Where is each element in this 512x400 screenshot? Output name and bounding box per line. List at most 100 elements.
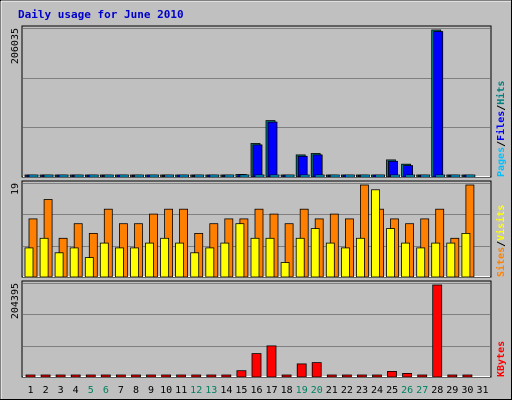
bar-visits-day-27 [416,247,426,278]
bar-visits-day-10 [160,237,170,278]
x-tick-label: 20 [311,385,323,396]
bar-visits-day-5 [84,257,94,278]
bar-visits-day-19 [295,237,305,278]
legend-item-hits: Hits [495,81,507,105]
legend-item-files: Files [495,111,507,141]
bar-kbytes-day-23 [356,374,367,378]
bar-pages-day-9 [149,174,159,178]
legend-separator: / [496,141,507,147]
bar-pages-day-7 [119,174,129,178]
bar-visits-day-2 [39,237,49,278]
bar-pages-day-23 [359,174,370,178]
bar-files-day-17 [267,121,278,178]
chart-panels: 206035 19 204395 [10,25,492,378]
x-tick-label: 22 [341,385,353,396]
bar-kbytes-day-1 [25,374,36,378]
x-tick-label: 5 [88,385,94,396]
bar-visits-day-23 [355,237,365,278]
bar-pages-day-21 [329,174,340,178]
bar-pages-day-8 [134,174,144,178]
bar-pages-day-6 [103,174,114,178]
x-tick-label: 6 [103,385,109,396]
bar-files-day-19 [297,155,308,178]
bar-kbytes-day-17 [266,345,277,378]
bar-kbytes-day-21 [326,374,337,378]
bar-visits-day-29 [446,242,456,278]
x-tick-label: 1 [27,385,33,396]
chart-title: Daily usage for June 2010 [18,8,184,21]
x-tick-label: 27 [416,385,428,396]
bar-kbytes-day-27 [417,374,428,378]
bar-kbytes-day-9 [146,374,156,378]
bar-visits-day-16 [250,237,260,278]
bar-kbytes-day-18 [281,374,292,378]
y-max-label: 206035 [10,28,21,64]
x-tick-label: 14 [220,385,232,396]
bar-kbytes-day-24 [372,374,382,378]
bar-pages-day-19 [299,174,310,178]
bar-kbytes-day-26 [402,372,413,378]
bar-visits-day-22 [340,247,350,278]
bar-visits-day-1 [24,247,34,278]
x-tick-label: 13 [205,385,217,396]
bar-kbytes-day-8 [131,374,141,378]
bar-pages-day-28 [435,174,446,178]
bar-pages-day-20 [314,174,325,178]
bar-visits-day-15 [235,223,245,278]
bar-kbytes-day-14 [221,374,232,378]
bar-pages-day-24 [375,174,385,178]
x-tick-label: 24 [371,385,383,396]
bar-visits-day-4 [69,247,79,278]
bar-visits-day-13 [205,247,215,278]
bar-kbytes-day-30 [462,374,473,378]
bar-pages-day-30 [465,174,476,178]
bar-pages-day-13 [209,174,220,178]
legend-item-visits: Visits [495,205,507,241]
bar-pages-day-11 [179,174,190,178]
x-tick-label: 25 [386,385,398,396]
x-tick-label: 26 [401,385,413,396]
bar-kbytes-day-20 [311,362,322,378]
x-tick-label: 18 [281,385,293,396]
x-tick-label: 7 [118,385,124,396]
bar-kbytes-day-6 [100,374,111,378]
bar-visits-day-26 [401,242,411,278]
bar-kbytes-day-10 [161,374,172,378]
bar-kbytes-day-25 [387,370,397,378]
bar-pages-day-14 [224,174,235,178]
x-tick-label: 16 [250,385,262,396]
legend-item-kbytes: KBytes [496,341,507,377]
bar-visits-day-20 [310,228,320,278]
legend-item-pages: Pages [496,147,507,177]
bar-pages-day-16 [254,174,265,178]
panel-kbytes: 204395 [10,280,492,378]
panel-visits-sites: 19 [10,180,492,278]
bar-pages-day-12 [194,174,205,178]
bar-pages-day-1 [28,174,39,178]
bar-pages-day-22 [344,174,355,178]
panel-hits-files-pages: 206035 [10,25,492,178]
bar-kbytes-day-4 [70,374,81,378]
x-tick-label: 3 [58,385,64,396]
legend-item-sites: Sites [495,247,507,277]
bar-visits-day-3 [54,252,64,278]
bar-kbytes-day-12 [191,374,202,378]
bar-pages-day-2 [43,174,54,178]
bar-pages-day-18 [284,174,295,178]
bar-pages-day-17 [269,174,280,178]
bar-visits-day-24 [371,189,380,278]
bar-visits-day-25 [386,228,395,278]
bar-files-day-28 [433,31,444,178]
bar-kbytes-day-16 [251,353,262,378]
bar-pages-day-27 [420,174,431,178]
bar-visits-day-6 [99,242,109,278]
bar-kbytes-day-15 [236,370,247,378]
x-tick-label: 8 [133,385,139,396]
bar-pages-day-5 [88,174,99,178]
bar-pages-day-26 [405,174,416,178]
bar-pages-day-29 [450,174,461,178]
bar-pages-day-25 [390,174,400,178]
x-tick-label: 23 [356,385,368,396]
bar-pages-day-15 [239,174,250,178]
